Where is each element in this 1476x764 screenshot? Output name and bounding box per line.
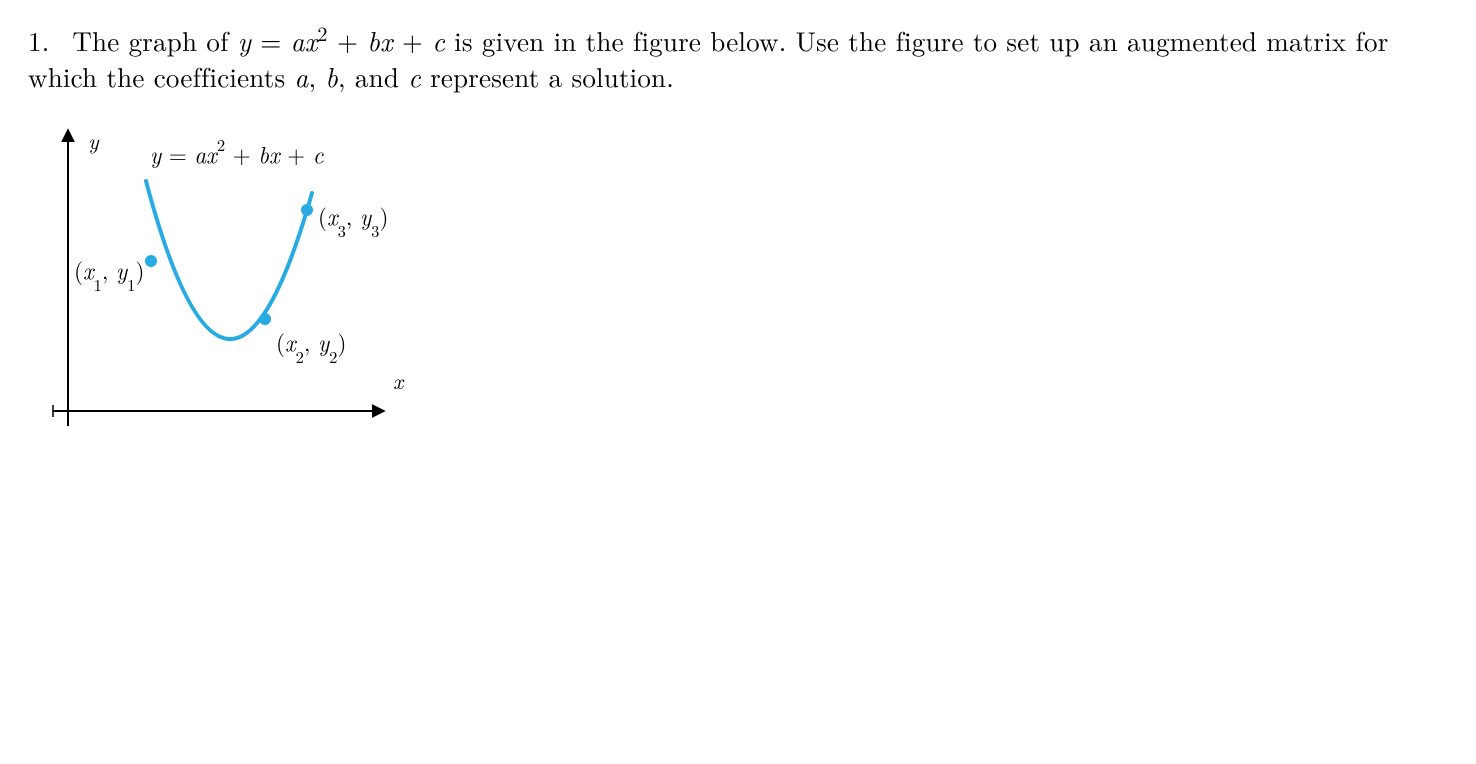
figure-svg: y x y = ax2 + bx + c (x1, y1) (x2, y2) (x3, y…	[28, 121, 428, 451]
eq-x1: x	[305, 21, 318, 59]
eq-plus1: +	[337, 21, 367, 59]
point-p2	[259, 313, 271, 325]
eq-sq: 2	[317, 18, 327, 47]
figure-equation-label: y = ax2 + bx + c	[150, 132, 324, 170]
var-c: c	[408, 57, 421, 95]
eq-b: b	[367, 21, 380, 59]
problem-number: 1.	[28, 21, 49, 59]
figure: y x y = ax2 + bx + c (x1, y1) (x2, y2) (x3, y…	[28, 121, 428, 451]
var-a: a	[294, 57, 308, 95]
var-b: b	[325, 57, 338, 95]
eq-plus2: +	[402, 21, 432, 59]
point-label-p3: (x3, y3)	[318, 199, 388, 242]
point-p3	[301, 204, 313, 216]
eq-c: c	[432, 21, 445, 59]
comma2: , and	[338, 57, 408, 95]
point-p1	[145, 255, 157, 267]
eq-equals: =	[260, 21, 290, 59]
problem-text-1: The graph of	[72, 21, 237, 59]
point-label-p1: (x1, y1)	[74, 253, 144, 296]
y-axis-label: y	[88, 125, 100, 156]
eq-y: y	[238, 21, 251, 59]
comma1: ,	[308, 57, 325, 95]
point-label-p2: (x2, y2)	[276, 325, 346, 368]
page: 1. The graph of y = ax2 + bx + c is give…	[0, 0, 1476, 764]
eq-x2: x	[380, 21, 393, 59]
eq-a: a	[291, 21, 305, 59]
x-axis-label: x	[393, 365, 405, 396]
problem-text-3: represent a solution.	[430, 57, 674, 95]
problem-statement: 1. The graph of y = ax2 + bx + c is give…	[28, 22, 1448, 95]
